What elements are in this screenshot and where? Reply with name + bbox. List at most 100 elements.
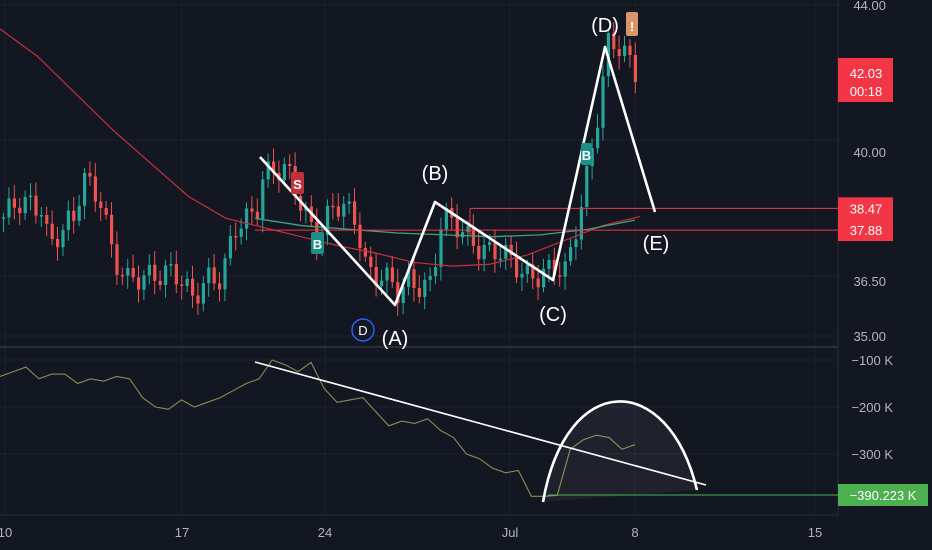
candle-body — [482, 244, 486, 260]
candle-body — [574, 239, 578, 248]
last-price-value: 42.03 — [850, 66, 883, 81]
candle-body — [120, 274, 124, 277]
candle-body — [7, 198, 11, 218]
time-axis[interactable]: 10 17 24 Jul 8 15 — [0, 525, 822, 540]
candle-body — [412, 269, 416, 288]
sell-marker: S — [293, 177, 302, 192]
candle-body — [12, 198, 16, 208]
candle-body — [288, 163, 292, 166]
wave-line — [259, 45, 657, 307]
candle-body — [261, 179, 265, 219]
price-axis[interactable]: 44.00 40.00 36.50 35.00 42.03 00:18 38.47 37.88… — [838, 0, 928, 506]
candle-body — [536, 278, 540, 288]
candle-body — [115, 244, 119, 275]
last-price-tag — [838, 58, 893, 102]
candle-body — [520, 273, 524, 278]
candle-body — [504, 244, 508, 259]
candle-body — [407, 269, 411, 287]
signal-markers: S B B! D — [291, 12, 638, 342]
candle-body — [250, 208, 254, 212]
candle-body — [423, 279, 427, 297]
candle-body — [612, 33, 616, 50]
candle-body — [558, 275, 562, 277]
candle-body — [579, 206, 583, 240]
candle-body — [498, 258, 502, 261]
candle-body — [547, 259, 551, 269]
level-tag-label: 37.88 — [850, 223, 883, 238]
time-tick-label: 17 — [175, 525, 189, 540]
candle-body — [563, 261, 567, 277]
time-tick-label: 24 — [318, 525, 332, 540]
candle-body — [385, 267, 389, 281]
candle-body — [369, 256, 373, 267]
candle-body — [45, 215, 49, 224]
candle-body — [628, 45, 632, 56]
candle-body — [525, 264, 529, 274]
candle-body — [61, 229, 65, 248]
candle-body — [531, 264, 535, 279]
wave-label: (E) — [643, 233, 670, 255]
candle-body — [83, 172, 87, 206]
candle-body — [212, 267, 216, 284]
moving-average-green — [254, 217, 636, 238]
candle-body — [196, 295, 200, 304]
level-tag-0 — [838, 197, 893, 220]
wave-label: (D) — [591, 15, 619, 37]
candle-body — [191, 278, 195, 296]
candle-body — [137, 277, 141, 290]
indicator-tick-label: −300 K — [851, 447, 893, 462]
candle-body — [439, 229, 443, 267]
buy-marker-2: B — [582, 148, 591, 163]
candle-body — [39, 215, 43, 217]
candle-body — [207, 267, 211, 284]
candle-body — [72, 210, 76, 221]
candle-body — [617, 49, 621, 57]
wave-label: (A) — [382, 328, 409, 350]
candle-body — [493, 242, 497, 260]
candle-body — [110, 214, 114, 245]
candle-body — [164, 265, 168, 285]
indicator-tick-label: −200 K — [851, 400, 893, 415]
candle-body — [428, 276, 432, 280]
candle-body — [633, 55, 637, 83]
time-tick-label: 15 — [808, 525, 822, 540]
candle-body — [347, 201, 351, 204]
candle-body — [2, 217, 6, 219]
candle-body — [455, 217, 459, 238]
candle-body — [590, 148, 594, 167]
candle-body — [147, 264, 151, 276]
candle-body — [336, 206, 340, 217]
time-tick-label: Jul — [502, 525, 519, 540]
candle-body — [174, 264, 178, 285]
candle-body — [142, 275, 146, 290]
price-tick-label: 36.50 — [853, 274, 886, 289]
candle-body — [396, 282, 400, 304]
candle-body — [234, 236, 238, 238]
candle-body — [477, 245, 481, 260]
price-tick-label: 40.00 — [853, 145, 886, 160]
indicator-arc — [541, 400, 699, 503]
candle-body — [331, 205, 335, 208]
candle-body — [153, 264, 157, 281]
candle-body — [374, 266, 378, 287]
bar-countdown: 00:18 — [850, 84, 883, 99]
candle-body — [29, 195, 33, 198]
candle-body — [218, 283, 222, 290]
price-tick-label: 35.00 — [853, 329, 886, 344]
candle-body — [515, 255, 519, 278]
candle-body — [185, 278, 189, 286]
candle-body — [363, 247, 367, 257]
candle-body — [88, 172, 92, 177]
level-tag-1 — [838, 219, 893, 242]
candle-body — [50, 223, 54, 239]
candle-body — [585, 166, 589, 207]
candle-body — [255, 211, 259, 219]
candle-body — [18, 207, 22, 214]
candle-body — [569, 247, 573, 262]
candle-body — [596, 127, 600, 149]
indicator-tick-label: −100 K — [851, 353, 893, 368]
wave-drawings: (A) (B) (C) (D) (E) — [259, 15, 670, 350]
candle-body — [488, 242, 492, 245]
candle-body — [272, 161, 276, 174]
